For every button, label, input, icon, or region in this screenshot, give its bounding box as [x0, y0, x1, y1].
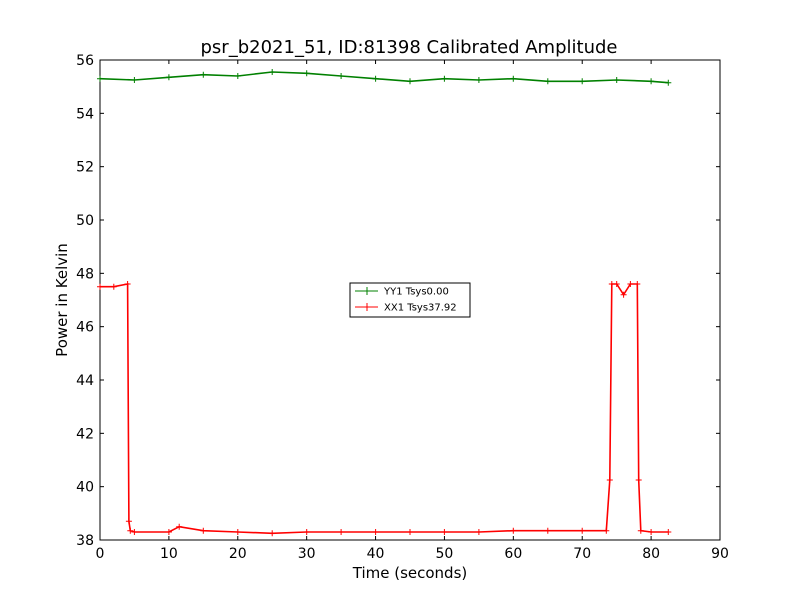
series-marker [372, 529, 379, 535]
series-marker [579, 78, 586, 85]
series-marker [407, 529, 413, 535]
y-tick-label: 42 [76, 426, 94, 442]
legend-marker-yy1 [363, 287, 371, 295]
x-tick-label: 70 [573, 546, 591, 562]
series-marker [510, 75, 517, 82]
y-tick-label: 52 [76, 160, 94, 176]
series-marker [124, 281, 131, 287]
series-marker [637, 527, 644, 534]
series-marker [303, 529, 310, 535]
series-marker [648, 78, 655, 85]
series-marker [475, 77, 482, 83]
series-marker [338, 73, 345, 79]
chart-title: psr_b2021_51, ID:81398 Calibrated Amplit… [201, 37, 618, 58]
y-axis-label: Power in Kelvin [53, 243, 71, 357]
series-group [97, 69, 672, 537]
series-marker [510, 527, 517, 534]
y-tick-label: 56 [76, 53, 94, 69]
series-marker [125, 518, 132, 525]
series-marker [407, 78, 413, 85]
series-marker [234, 529, 241, 535]
legend-item-yy1: YY1 Tsys0.00 [355, 287, 449, 298]
x-tick-label: 40 [367, 546, 385, 562]
x-tick-label: 20 [229, 546, 247, 562]
legend-box [349, 282, 471, 318]
series-marker [665, 529, 672, 535]
series-marker [127, 527, 134, 534]
y-axis-ticks: 38 40 42 44 46 48 50 52 54 56 [76, 53, 720, 549]
series-marker [441, 75, 448, 82]
series-marker [635, 477, 642, 483]
series-marker [165, 74, 172, 81]
series-marker [648, 529, 655, 535]
series-marker [303, 70, 310, 77]
x-tick-label: 0 [96, 546, 105, 562]
series-marker [603, 527, 610, 534]
series-marker [627, 281, 634, 287]
legend-label-yy1: YY1 Tsys0.00 [383, 287, 449, 298]
series-marker [613, 77, 620, 83]
legend: YY1 Tsys0.00 XX1 Tsys37.92 [349, 282, 471, 318]
series-marker [200, 71, 207, 78]
series-marker [613, 281, 620, 287]
x-axis-label: Time (seconds) [352, 564, 468, 582]
x-tick-label: 10 [160, 546, 178, 562]
series-marker [176, 523, 183, 530]
y-tick-label: 44 [76, 373, 94, 389]
y-tick-label: 50 [76, 213, 94, 229]
series-marker [620, 291, 627, 298]
x-tick-label: 60 [504, 546, 522, 562]
x-axis-ticks: 0 10 20 30 40 50 60 70 80 90 [96, 60, 729, 562]
series-marker [441, 529, 448, 535]
x-tick-label: 50 [436, 546, 454, 562]
y-tick-label: 48 [76, 266, 94, 282]
series-marker [634, 281, 641, 287]
series-marker [131, 77, 138, 83]
series-marker [97, 283, 103, 290]
series-marker [579, 527, 586, 534]
series-marker [338, 529, 345, 535]
series-marker [606, 477, 613, 483]
series-marker [165, 529, 172, 535]
y-tick-label: 38 [76, 533, 94, 549]
series-line-0 [99, 71, 669, 84]
x-tick-label: 90 [711, 546, 729, 562]
series-marker [131, 529, 138, 535]
series-marker [269, 530, 276, 537]
legend-marker-xx1 [363, 303, 371, 311]
legend-item-xx1: XX1 Tsys37.92 [355, 303, 457, 314]
legend-label-xx1: XX1 Tsys37.92 [384, 303, 457, 314]
y-tick-label: 46 [76, 320, 94, 336]
series-marker [200, 527, 207, 534]
series-marker [110, 283, 117, 290]
series-marker [475, 529, 482, 535]
series-marker [544, 78, 551, 85]
series-marker [665, 79, 672, 86]
series-marker [372, 75, 379, 82]
y-tick-label: 54 [76, 106, 94, 122]
series-marker [97, 75, 103, 82]
series-marker [234, 73, 241, 79]
x-tick-label: 30 [298, 546, 316, 562]
x-tick-label: 80 [642, 546, 660, 562]
series-marker [544, 527, 551, 534]
series-marker [269, 69, 276, 75]
y-tick-label: 40 [76, 480, 94, 496]
